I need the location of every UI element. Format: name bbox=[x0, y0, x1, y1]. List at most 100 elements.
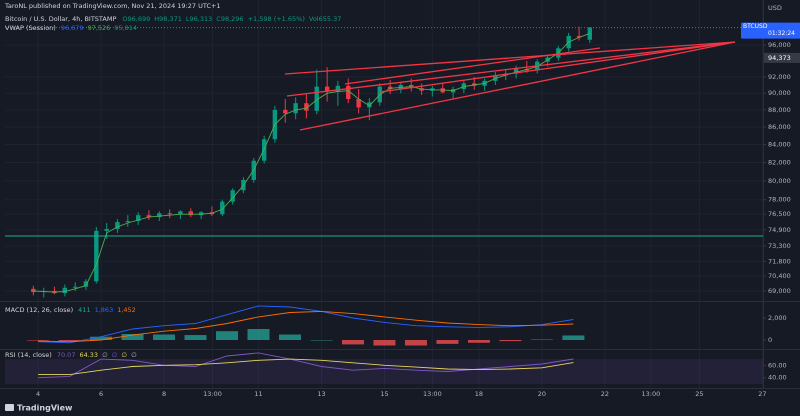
histogram-bar bbox=[562, 335, 585, 341]
histogram-bar bbox=[499, 340, 522, 342]
indicator-line bbox=[38, 352, 574, 379]
histogram-bar bbox=[184, 335, 207, 341]
publisher: TaroNL published on TradingView.com, Nov… bbox=[4, 2, 221, 10]
legend-value: ∅ bbox=[121, 351, 127, 359]
candle-body bbox=[188, 211, 193, 216]
histogram-bar bbox=[27, 340, 50, 341]
y-tick-label: 96,000 bbox=[768, 41, 791, 49]
candle-body bbox=[62, 287, 68, 294]
y-tick-label: 76,500 bbox=[768, 210, 791, 218]
y-tick-label: 40.00 bbox=[768, 374, 787, 382]
legend-value: ∅ bbox=[112, 351, 118, 359]
x-tick-label: 13:00 bbox=[423, 390, 442, 398]
histogram-bar bbox=[341, 340, 364, 345]
symbol-label: BTCUSD bbox=[743, 23, 768, 30]
legend-value: +1,598 (+1.65%) bbox=[248, 15, 305, 23]
candle-body bbox=[324, 86, 330, 92]
candle-body bbox=[31, 288, 36, 293]
legend-value: 411 bbox=[78, 306, 90, 314]
candle-body bbox=[283, 109, 288, 114]
trend-line bbox=[299, 41, 736, 131]
y-tick-label: 69,000 bbox=[768, 287, 791, 295]
x-tick-label: 13:00 bbox=[642, 390, 661, 398]
candle-body bbox=[73, 286, 78, 288]
candle-body bbox=[198, 212, 204, 216]
x-tick-label: 20 bbox=[538, 390, 546, 398]
histogram-bar bbox=[90, 336, 113, 341]
grid bbox=[5, 0, 763, 388]
legend-value: Vol655.37 bbox=[309, 15, 341, 23]
x-tick-label: 6 bbox=[99, 390, 103, 398]
legend-value: 64.33 bbox=[79, 351, 98, 359]
macd-label: MACD (12, 26, close) bbox=[5, 306, 73, 314]
x-tick-label: 4 bbox=[36, 390, 40, 398]
indicator-line bbox=[38, 305, 574, 344]
y-tick-label: 80,000 bbox=[768, 177, 791, 185]
legend-value: 70.07 bbox=[57, 351, 76, 359]
candle-body bbox=[94, 230, 99, 282]
histogram-bar bbox=[58, 340, 81, 342]
trend-line bbox=[379, 41, 736, 93]
trend-line bbox=[286, 41, 736, 97]
candle-body bbox=[167, 213, 172, 215]
candle-body bbox=[230, 190, 235, 202]
histogram-bar bbox=[530, 339, 553, 341]
legend-value: ∅ bbox=[102, 351, 108, 359]
x-tick-label: 15 bbox=[380, 390, 388, 398]
histogram-bar bbox=[153, 334, 176, 341]
candle-body bbox=[157, 213, 162, 218]
candle-body bbox=[576, 35, 582, 38]
candle-body bbox=[125, 221, 131, 223]
symbol-title: Bitcoin / U.S. Dollar, 4h, BITSTAMP bbox=[5, 15, 116, 23]
rsi-band bbox=[5, 359, 763, 384]
trend-line bbox=[284, 41, 736, 75]
indicator-line bbox=[38, 358, 574, 376]
legend-value: H98,371 bbox=[154, 15, 182, 23]
x-tick-label: 8 bbox=[162, 390, 166, 398]
y-tick-label: 2,000 bbox=[768, 314, 787, 322]
logo-text: TradingView bbox=[17, 404, 73, 413]
x-tick-label: 18 bbox=[475, 390, 483, 398]
x-tick-label: 27 bbox=[758, 390, 766, 398]
legend-value: 95,814 bbox=[114, 24, 137, 32]
candle-body bbox=[356, 99, 361, 108]
price-marker bbox=[764, 52, 800, 63]
x-tick-label: 13:00 bbox=[203, 390, 222, 398]
vwap-label: VWAP (Session) bbox=[5, 24, 56, 32]
candle-body bbox=[304, 103, 309, 111]
histogram-bar bbox=[216, 331, 239, 341]
x-tick-label: 11 bbox=[254, 390, 262, 398]
candle-body bbox=[115, 222, 120, 229]
histogram-bar bbox=[404, 340, 427, 346]
wedge-drawing bbox=[284, 41, 736, 131]
y-tick-label: 74,900 bbox=[768, 226, 791, 234]
x-tick-label: 22 bbox=[601, 390, 609, 398]
x-tick-label: 13 bbox=[317, 390, 325, 398]
y-tick-label: 78,000 bbox=[768, 196, 791, 204]
histogram-bar bbox=[436, 340, 459, 344]
y-tick-label: 86,000 bbox=[768, 123, 791, 131]
y-tick-label: 70,400 bbox=[768, 272, 791, 280]
candle-body bbox=[293, 103, 298, 114]
y-tick-label: 71,800 bbox=[768, 257, 791, 265]
candle-body bbox=[367, 102, 372, 108]
candle-body bbox=[104, 228, 109, 231]
y-tick-label: 88,000 bbox=[768, 106, 791, 114]
y-tick-label: 82,000 bbox=[768, 158, 791, 166]
logo-icon bbox=[5, 404, 14, 411]
legend-value: L96,313 bbox=[186, 15, 212, 23]
y-tick-label: 60.00 bbox=[768, 361, 787, 369]
rsi-label: RSI (14, close) bbox=[5, 351, 52, 359]
histogram-bar bbox=[247, 329, 270, 341]
currency: USD bbox=[768, 4, 782, 12]
candle-body bbox=[146, 215, 152, 218]
legend-value: O96,699 bbox=[122, 15, 150, 23]
legend-value: C98,296 bbox=[216, 15, 243, 23]
candle-body bbox=[178, 211, 183, 215]
legend-value: 97,526 bbox=[88, 24, 111, 32]
indicator-line bbox=[38, 310, 574, 343]
histogram-bar bbox=[278, 334, 301, 341]
legend-value: 1,452 bbox=[117, 306, 136, 314]
histogram-bar bbox=[121, 333, 144, 341]
